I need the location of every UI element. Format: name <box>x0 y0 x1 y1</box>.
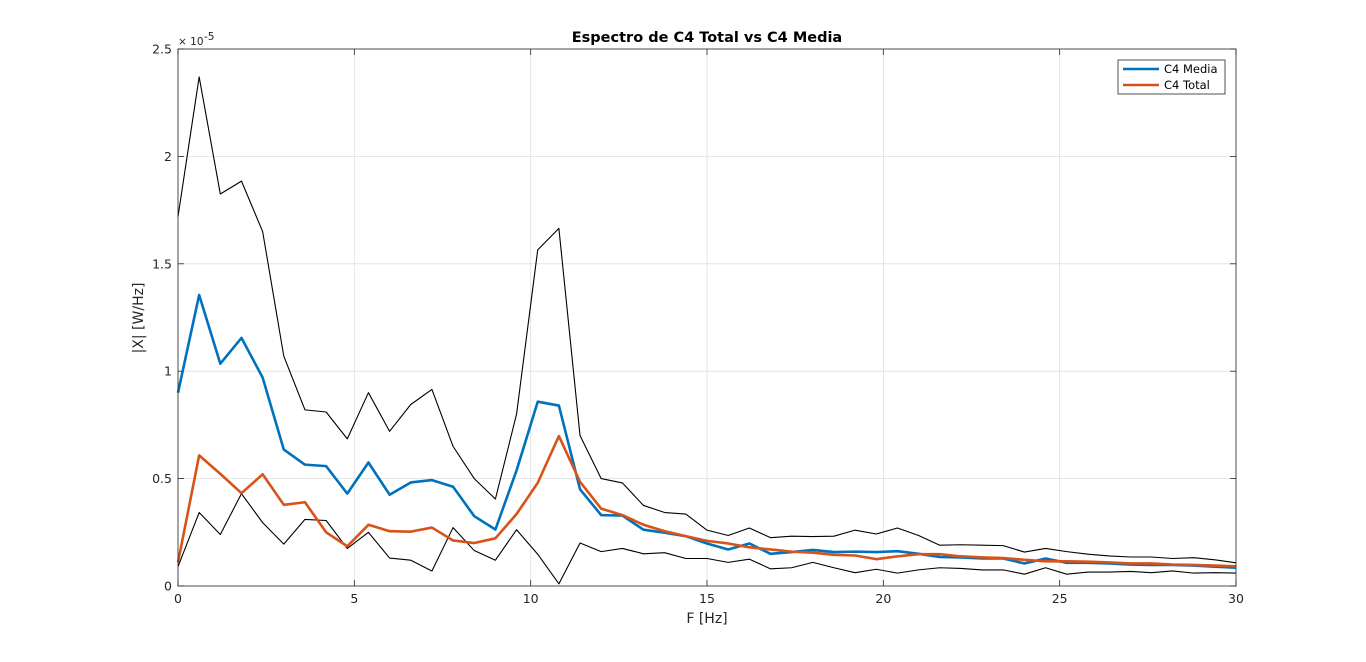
y-tick-label: 0 <box>164 579 172 594</box>
legend-label-c4-media: C4 Media <box>1164 62 1218 76</box>
x-tick-label: 15 <box>699 591 715 606</box>
lower-bound-line <box>177 493 1237 585</box>
y-tick-labels: 0 0.5 1 1.5 2 2.5 <box>152 42 172 594</box>
y-tick-label: 1 <box>164 364 172 379</box>
upper-bound-line <box>177 76 1237 564</box>
y-exponent-power: -5 <box>204 31 214 43</box>
legend: C4 Media C4 Total <box>1117 59 1226 95</box>
y-tick-label: 2.5 <box>152 42 172 57</box>
legend-box <box>1117 59 1226 95</box>
y-tick-label: 2 <box>164 149 172 164</box>
x-tick-labels: 0 5 10 15 20 25 30 <box>174 591 1244 606</box>
x-tick-label: 30 <box>1228 591 1244 606</box>
legend-label-c4-total: C4 Total <box>1164 78 1210 92</box>
x-tick-label: 20 <box>875 591 891 606</box>
y-tick-label: 0.5 <box>152 471 172 486</box>
x-tick-label: 25 <box>1052 591 1068 606</box>
y-axis-label: |X| [W/Hz] <box>131 283 147 354</box>
y-exponent-base: × 10 <box>178 36 204 48</box>
chart-title: Espectro de C4 Total vs C4 Media <box>572 30 842 46</box>
series-lines <box>176 76 1237 585</box>
x-axis-label: F [Hz] <box>686 611 727 627</box>
y-tick-label: 1.5 <box>152 256 172 271</box>
x-tick-label: 0 <box>174 591 182 606</box>
x-tick-label: 10 <box>523 591 539 606</box>
x-tick-label: 5 <box>350 591 358 606</box>
c4-total-line <box>176 434 1237 568</box>
plot-frame <box>177 48 1237 587</box>
